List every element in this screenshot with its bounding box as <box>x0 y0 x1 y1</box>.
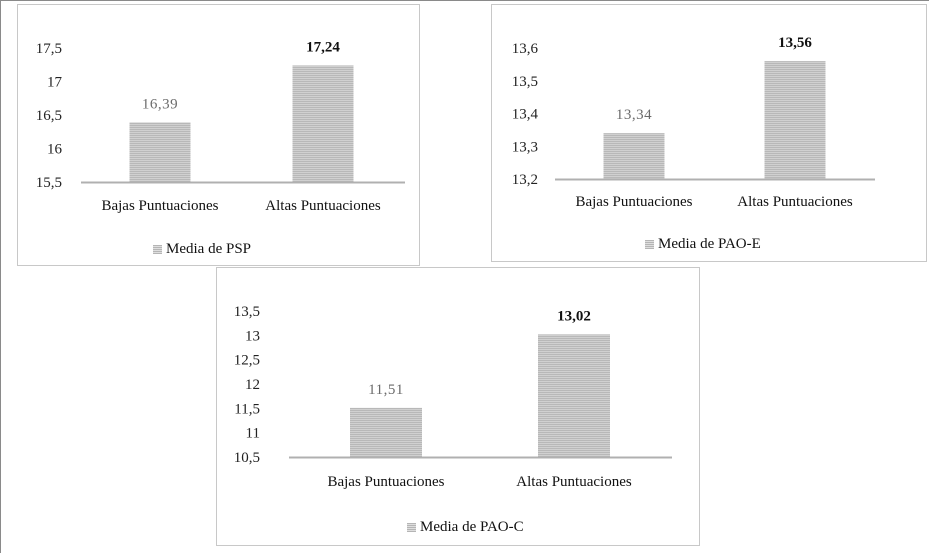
bar-altas <box>538 334 610 457</box>
data-label: 13,56 <box>778 35 812 51</box>
y-tick-label: 10,5 <box>234 450 260 466</box>
data-label: 13,34 <box>616 107 652 123</box>
legend-pao-c: Media de PAO-C <box>407 519 524 536</box>
x-category-label: Altas Puntuaciones <box>265 198 381 214</box>
legend-label-pao-c: Media de PAO-C <box>420 519 524 535</box>
chart-panel-pao-c: 10,5 11 11,5 12 12,5 13 13,5 11,51 Bajas Puntuac… <box>216 267 700 546</box>
y-tick-label: 13,3 <box>512 139 538 155</box>
y-tick-label: 11,5 <box>234 401 260 417</box>
chart-pao-e: 13,2 13,3 13,4 13,5 13,6 13,34 Bajas Puntuacio… <box>512 35 875 210</box>
chart-panel-psp: 15,5 16 16,5 17 17,5 16,39 Bajas Puntuaciones 1… <box>17 4 420 266</box>
y-tick-label: 15,5 <box>36 175 62 191</box>
y-tick-label: 13 <box>245 328 260 344</box>
y-tick-label: 16,5 <box>36 108 62 124</box>
legend-swatch <box>153 245 162 254</box>
bar-bajas <box>350 407 422 457</box>
chart-pao-c: 10,5 11 11,5 12 12,5 13 13,5 11,51 Bajas Puntuac… <box>234 304 672 490</box>
x-category-label: Bajas Puntuaciones <box>101 198 218 214</box>
y-tick-label: 17,5 <box>36 41 62 57</box>
legend-psp: Media de PSP <box>153 241 251 258</box>
legend-swatch <box>407 523 416 532</box>
y-tick-label: 17 <box>47 75 63 91</box>
y-tick-label: 13,5 <box>234 304 260 320</box>
bar-altas <box>292 65 354 182</box>
y-tick-label: 13,2 <box>512 172 538 188</box>
y-tick-label: 13,4 <box>512 107 539 123</box>
legend-swatch <box>645 240 654 249</box>
chart-panel-pao-e: 13,2 13,3 13,4 13,5 13,6 13,34 Bajas Puntuacio… <box>491 4 927 262</box>
bar-bajas <box>603 133 665 179</box>
y-tick-label: 13,5 <box>512 74 538 90</box>
legend-pao-e: Media de PAO-E <box>645 236 761 253</box>
y-tick-label: 12 <box>245 377 260 393</box>
x-category-label: Altas Puntuaciones <box>516 474 632 490</box>
data-label: 17,24 <box>306 39 340 55</box>
y-tick-label: 13,6 <box>512 41 539 57</box>
bar-altas <box>764 61 826 179</box>
legend-label-psp: Media de PSP <box>166 241 252 257</box>
data-label: 11,51 <box>368 382 404 398</box>
x-category-label: Altas Puntuaciones <box>737 194 853 210</box>
y-tick-label: 12,5 <box>234 353 260 369</box>
data-label: 16,39 <box>142 96 178 112</box>
y-tick-label: 16 <box>47 142 63 158</box>
y-tick-label: 11 <box>246 426 260 442</box>
legend-label-pao-e: Media de PAO-E <box>658 236 761 252</box>
bar-bajas <box>129 122 191 182</box>
chart-psp: 15,5 16 16,5 17 17,5 16,39 Bajas Puntuaciones 1… <box>36 39 405 214</box>
x-category-label: Bajas Puntuaciones <box>575 194 692 210</box>
data-label: 13,02 <box>557 308 591 324</box>
x-category-label: Bajas Puntuaciones <box>327 474 444 490</box>
